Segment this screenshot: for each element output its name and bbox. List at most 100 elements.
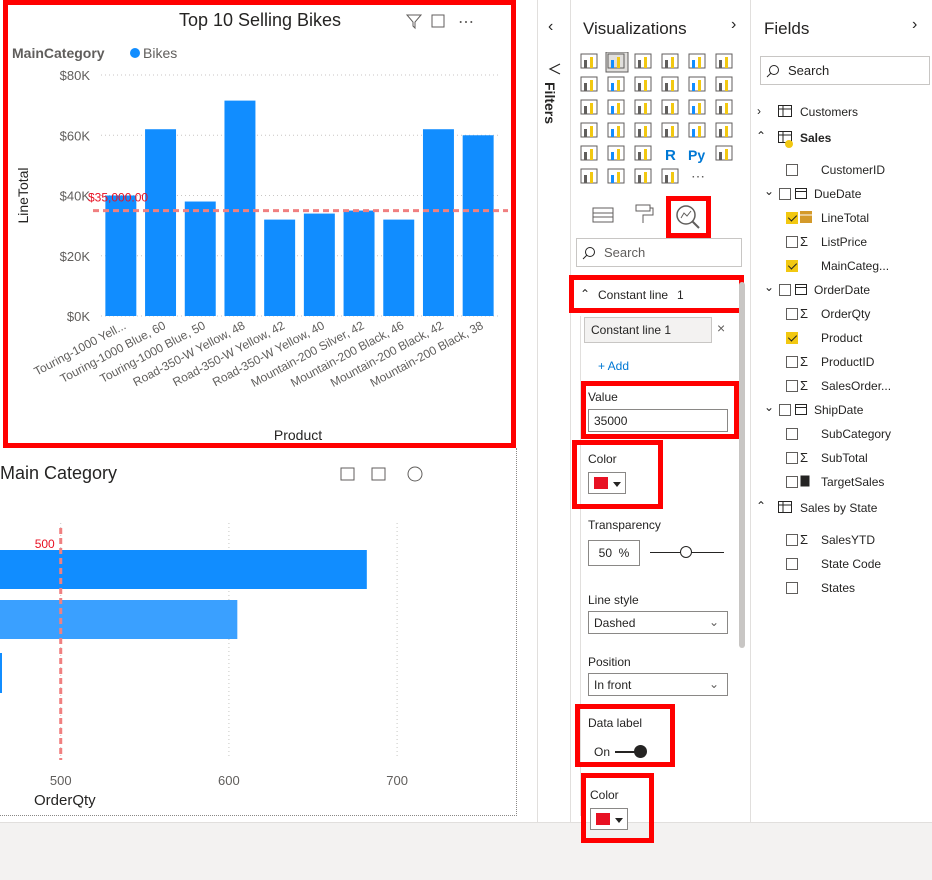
field-item[interactable]: MainCateg... bbox=[752, 254, 932, 278]
fields-search-input[interactable]: Search bbox=[760, 56, 930, 85]
smart-narrative-icon[interactable] bbox=[634, 168, 652, 184]
data-label-toggle-thumb[interactable] bbox=[634, 745, 647, 758]
stacked-bar-icon[interactable] bbox=[580, 53, 598, 69]
bar[interactable] bbox=[343, 210, 375, 316]
clustered-bar-icon[interactable] bbox=[634, 53, 652, 69]
transparency-input[interactable]: 50 % bbox=[588, 540, 640, 566]
matrix-icon[interactable] bbox=[634, 145, 652, 161]
field-item[interactable]: State Code bbox=[752, 552, 932, 576]
python-visual-icon[interactable]: Py bbox=[688, 147, 705, 163]
field-item[interactable]: Σ ProductID bbox=[752, 350, 932, 374]
field-checkbox[interactable] bbox=[779, 188, 791, 200]
field-checkbox[interactable] bbox=[786, 534, 798, 546]
fields-tab-icon[interactable] bbox=[592, 205, 616, 225]
focus-mode-icon[interactable] bbox=[431, 14, 445, 28]
hbar[interactable] bbox=[0, 600, 238, 639]
card-icon[interactable] bbox=[661, 122, 679, 138]
filled-map-icon[interactable] bbox=[607, 122, 625, 138]
qa-icon[interactable] bbox=[607, 168, 625, 184]
field-checkbox[interactable] bbox=[786, 332, 798, 344]
field-item[interactable]: ⌄ ShipDate bbox=[752, 398, 932, 422]
table-icon[interactable] bbox=[607, 145, 625, 161]
data-label-toggle[interactable] bbox=[615, 751, 642, 753]
field-item[interactable]: LineTotal bbox=[752, 206, 932, 230]
line-column-icon[interactable] bbox=[661, 76, 679, 92]
slicer-icon[interactable] bbox=[580, 145, 598, 161]
hbar[interactable] bbox=[0, 550, 367, 589]
field-checkbox[interactable] bbox=[786, 476, 798, 488]
expand-level-icon[interactable] bbox=[371, 467, 386, 481]
field-item[interactable]: Σ SubTotal bbox=[752, 446, 932, 470]
waterfall-icon[interactable] bbox=[580, 99, 598, 115]
treemap-icon[interactable] bbox=[715, 99, 733, 115]
bar[interactable] bbox=[145, 129, 177, 316]
no-drill-icon[interactable] bbox=[407, 466, 423, 482]
r-visual-icon[interactable]: R bbox=[665, 147, 676, 164]
field-item[interactable]: Σ ListPrice bbox=[752, 230, 932, 254]
100-bar-icon[interactable] bbox=[688, 53, 706, 69]
field-item[interactable]: Σ OrderQty bbox=[752, 302, 932, 326]
position-dropdown[interactable]: In front ⌄ bbox=[588, 673, 728, 696]
bar[interactable] bbox=[422, 129, 454, 316]
field-checkbox[interactable] bbox=[786, 212, 798, 224]
fields-pane-expand-chevron-icon[interactable]: › bbox=[912, 16, 918, 33]
area-icon[interactable] bbox=[607, 76, 625, 92]
table-sales[interactable]: ⌃ Sales bbox=[752, 126, 932, 150]
paginated-icon[interactable] bbox=[661, 168, 679, 184]
filter-icon[interactable] bbox=[405, 14, 423, 30]
analytics-magnifier-icon[interactable] bbox=[674, 203, 702, 231]
decomposition-tree-icon[interactable] bbox=[580, 168, 598, 184]
bar[interactable] bbox=[303, 213, 335, 316]
field-item[interactable]: Product bbox=[752, 326, 932, 350]
field-checkbox[interactable] bbox=[779, 284, 791, 296]
viz-search-input[interactable]: Search bbox=[576, 238, 742, 267]
field-checkbox[interactable] bbox=[786, 356, 798, 368]
constant-line-item[interactable]: Constant line 1 bbox=[584, 317, 712, 343]
bar[interactable] bbox=[105, 195, 137, 317]
funnel-icon[interactable] bbox=[607, 99, 625, 115]
field-checkbox[interactable] bbox=[786, 452, 798, 464]
field-checkbox[interactable] bbox=[786, 308, 798, 320]
visual-type-gallery[interactable]: R Py ⋯ bbox=[579, 52, 747, 197]
line-color-picker[interactable] bbox=[588, 472, 626, 494]
table-sales-by-state[interactable]: ⌃ Sales by State bbox=[752, 496, 932, 520]
field-item[interactable]: CustomerID bbox=[752, 158, 932, 182]
format-paint-roller-icon[interactable] bbox=[633, 203, 655, 227]
kpi-icon[interactable] bbox=[715, 122, 733, 138]
field-item[interactable]: Σ SalesOrder... bbox=[752, 374, 932, 398]
transparency-slider-thumb[interactable] bbox=[680, 546, 692, 558]
line-clustered-icon[interactable] bbox=[688, 76, 706, 92]
field-checkbox[interactable] bbox=[786, 236, 798, 248]
viz-pane-expand-chevron-icon[interactable]: › bbox=[731, 16, 737, 33]
bar[interactable] bbox=[224, 100, 256, 316]
gauge-icon[interactable] bbox=[634, 122, 652, 138]
field-item[interactable]: ⌄ DueDate bbox=[752, 182, 932, 206]
field-item[interactable]: Σ SalesYTD bbox=[752, 528, 932, 552]
ribbon-icon[interactable] bbox=[715, 76, 733, 92]
field-checkbox[interactable] bbox=[786, 164, 798, 176]
section-collapse-chevron-icon[interactable]: ⌃ bbox=[580, 287, 591, 301]
delete-line-close-icon[interactable]: × bbox=[717, 320, 726, 336]
main-category-visual[interactable]: Main Category 500 600 700 500 OrderQty bbox=[0, 448, 517, 816]
bar[interactable] bbox=[462, 135, 494, 316]
add-line-button[interactable]: + Add bbox=[598, 359, 630, 373]
bar[interactable] bbox=[383, 219, 415, 316]
more-icon[interactable]: ⋯ bbox=[691, 168, 705, 184]
field-item[interactable]: SubCategory bbox=[752, 422, 932, 446]
drill-icon[interactable] bbox=[340, 467, 355, 481]
stacked-area-icon[interactable] bbox=[634, 76, 652, 92]
collapse-chevron-icon[interactable]: ‹ bbox=[548, 18, 554, 35]
stacked-column-icon[interactable] bbox=[605, 52, 629, 73]
pie-icon[interactable] bbox=[661, 99, 679, 115]
multirow-card-icon[interactable] bbox=[688, 122, 706, 138]
100-column-icon[interactable] bbox=[715, 53, 733, 69]
field-item[interactable]: TargetSales bbox=[752, 470, 932, 494]
field-checkbox[interactable] bbox=[779, 404, 791, 416]
constant-line-section-title[interactable]: Constant line bbox=[598, 288, 669, 302]
field-checkbox[interactable] bbox=[786, 558, 798, 570]
data-label-color-picker[interactable] bbox=[590, 808, 628, 830]
table-customers[interactable]: › Customers bbox=[752, 100, 932, 124]
map-icon[interactable] bbox=[580, 122, 598, 138]
viz-pane-scrollbar[interactable] bbox=[739, 282, 745, 648]
line-style-dropdown[interactable]: Dashed ⌄ bbox=[588, 611, 728, 634]
